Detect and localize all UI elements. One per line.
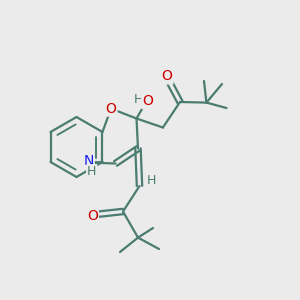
Text: O: O: [87, 209, 98, 223]
Text: H: H: [134, 93, 143, 106]
Text: H: H: [87, 165, 97, 178]
Text: H: H: [147, 174, 156, 187]
Text: O: O: [142, 94, 153, 108]
Text: O: O: [162, 70, 172, 83]
Text: O: O: [106, 102, 116, 116]
Text: N: N: [83, 154, 94, 168]
